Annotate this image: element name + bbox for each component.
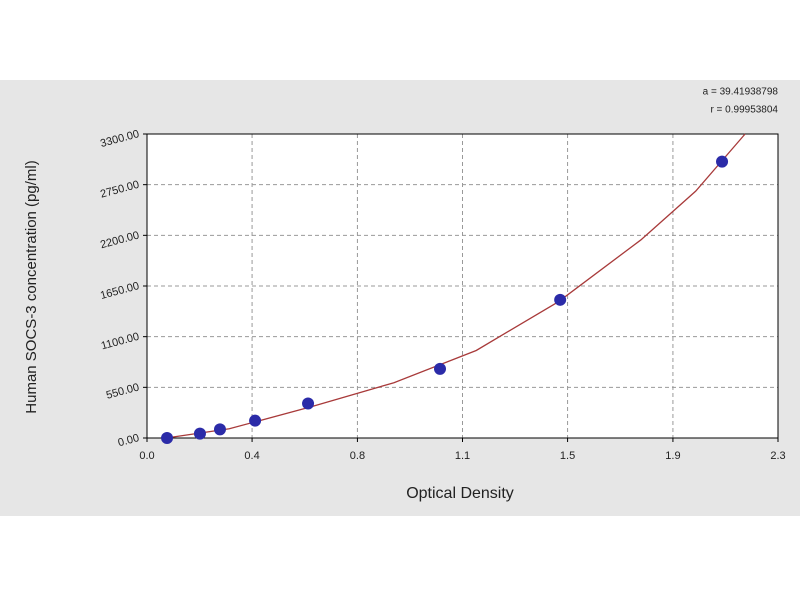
data-point [716, 155, 729, 168]
annotation: a = 39.41938798 [703, 87, 779, 98]
x-tick-label: 0.0 [139, 450, 154, 462]
data-point [302, 397, 315, 410]
x-tick-label: 2.3 [770, 450, 785, 462]
x-tick-label: 1.9 [665, 450, 680, 462]
x-tick-label: 1.1 [455, 450, 470, 462]
x-tick-label: 0.4 [244, 450, 259, 462]
x-axis-title: Optical Density [406, 485, 514, 502]
plot-frame [146, 133, 779, 439]
y-axis-title: Human SOCS-3 concentration (pg/ml) [23, 160, 40, 413]
data-point [554, 293, 567, 306]
annotation: r = 0.99953804 [710, 105, 778, 116]
x-tick-label: 1.5 [560, 450, 575, 462]
x-tick-label: 0.8 [350, 450, 365, 462]
y-tick-label: 0.00 [117, 432, 141, 449]
data-point [193, 427, 206, 440]
data-point [213, 423, 226, 436]
data-point [249, 414, 262, 427]
data-point [161, 432, 174, 444]
data-point [434, 362, 447, 375]
